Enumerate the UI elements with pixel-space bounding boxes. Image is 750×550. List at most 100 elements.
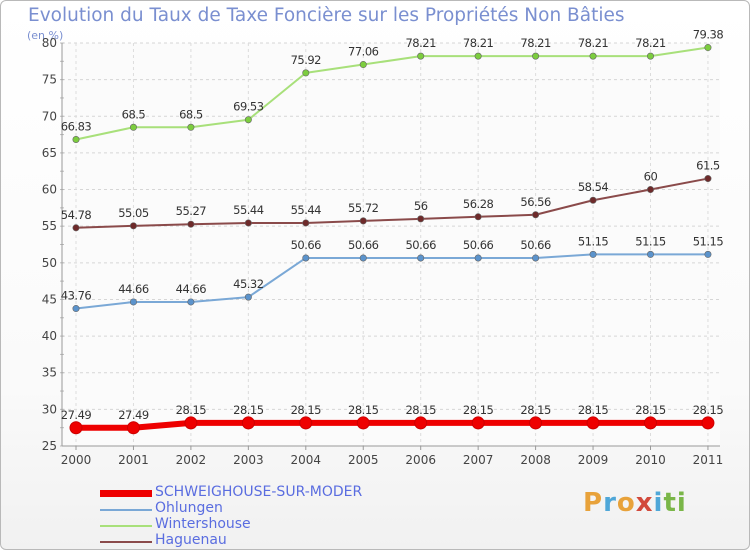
data-point-ohlungen <box>244 293 252 301</box>
data-label-wintershouse: 78.21 <box>405 36 436 50</box>
data-point-wintershouse <box>129 123 137 131</box>
data-label-wintershouse: 68.5 <box>179 107 203 121</box>
data-label-haguenau: 56 <box>414 199 428 213</box>
data-label-ohlungen: 43.76 <box>61 289 92 303</box>
data-label-ohlungen: 50.66 <box>405 238 436 252</box>
data-label-wintershouse: 78.21 <box>635 36 666 50</box>
data-point-schweighouse-sur-moder <box>126 421 140 435</box>
data-point-wintershouse <box>532 52 540 60</box>
data-point-ohlungen <box>589 250 597 258</box>
data-point-haguenau <box>704 175 712 183</box>
data-label-ohlungen: 50.66 <box>348 238 379 252</box>
data-point-wintershouse <box>302 69 310 77</box>
data-point-wintershouse <box>704 44 712 52</box>
data-point-schweighouse-sur-moder <box>299 416 313 430</box>
y-tick-label: 45 <box>42 292 57 306</box>
data-label-ohlungen: 44.66 <box>176 282 207 296</box>
data-label-haguenau: 54.78 <box>61 208 92 222</box>
data-point-haguenau <box>474 213 482 221</box>
y-tick-label: 75 <box>42 73 57 87</box>
data-point-schweighouse-sur-moder <box>184 416 198 430</box>
data-point-ohlungen <box>646 250 654 258</box>
logo-letter: P <box>583 488 604 518</box>
data-label-haguenau: 56.28 <box>463 197 494 211</box>
data-label-schweighouse-sur-moder: 28.15 <box>635 403 666 417</box>
data-point-wintershouse <box>72 136 80 144</box>
x-tick-label: 2011 <box>693 453 724 467</box>
data-label-schweighouse-sur-moder: 28.15 <box>693 403 724 417</box>
data-point-schweighouse-sur-moder <box>414 416 428 430</box>
series-line-schweighouse-sur-moder <box>76 419 708 431</box>
legend-swatch <box>100 490 152 497</box>
legend-label: Haguenau <box>155 532 227 548</box>
data-label-schweighouse-sur-moder: 28.15 <box>405 403 436 417</box>
legend-swatch <box>100 525 152 527</box>
data-label-schweighouse-sur-moder: 28.15 <box>463 403 494 417</box>
data-label-haguenau: 55.27 <box>176 204 207 218</box>
legend-label: Wintershouse <box>155 516 251 532</box>
data-point-haguenau <box>244 219 252 227</box>
data-point-ohlungen <box>302 254 310 262</box>
data-point-haguenau <box>589 196 597 204</box>
data-point-schweighouse-sur-moder <box>356 416 370 430</box>
x-tick-label: 2010 <box>635 453 666 467</box>
data-label-schweighouse-sur-moder: 28.15 <box>578 403 609 417</box>
data-point-haguenau <box>129 222 137 230</box>
data-label-wintershouse: 78.21 <box>578 36 609 50</box>
legend-item-schweighouse-sur-moder: SCHWEIGHOUSE-SUR-MODER <box>100 484 420 501</box>
proxiti-logo: Proxiti <box>583 488 687 518</box>
x-tick-label: 2001 <box>118 453 149 467</box>
data-point-ohlungen <box>72 305 80 313</box>
data-point-haguenau <box>359 217 367 225</box>
data-label-ohlungen: 44.66 <box>118 282 149 296</box>
data-label-haguenau: 60 <box>644 170 658 184</box>
data-point-schweighouse-sur-moder <box>644 416 657 430</box>
line-chart: 25 30 35 40 45 50 55 60 65 70 75 80 2000 2001 2002 2003… <box>42 28 724 467</box>
data-label-wintershouse: 77.06 <box>348 45 379 59</box>
data-label-schweighouse-sur-moder: 27.49 <box>61 408 92 422</box>
legend-label: SCHWEIGHOUSE-SUR-MODER <box>155 484 363 500</box>
x-tick-label: 2006 <box>405 453 436 467</box>
data-point-ohlungen <box>532 254 540 262</box>
y-tick-label: 40 <box>42 329 57 343</box>
data-point-wintershouse <box>244 116 252 124</box>
data-label-wintershouse: 68.5 <box>122 107 146 121</box>
data-point-haguenau <box>532 211 540 219</box>
data-label-ohlungen: 45.32 <box>233 277 264 291</box>
y-tick-label: 80 <box>42 36 57 50</box>
data-label-schweighouse-sur-moder: 28.15 <box>520 403 551 417</box>
chart-legend: SCHWEIGHOUSE-SUR-MODER Ohlungen Wintershou… <box>100 484 420 549</box>
data-point-ohlungen <box>359 254 367 262</box>
data-point-wintershouse <box>589 52 597 60</box>
y-tick-label: 30 <box>42 402 57 416</box>
data-label-wintershouse: 78.21 <box>520 36 551 50</box>
data-label-haguenau: 58.54 <box>578 180 609 194</box>
data-label-wintershouse: 75.92 <box>291 53 322 67</box>
data-label-wintershouse: 66.83 <box>61 120 92 134</box>
y-tick-label: 50 <box>42 256 57 270</box>
data-point-haguenau <box>72 224 80 232</box>
data-label-haguenau: 55.44 <box>291 203 322 217</box>
data-point-schweighouse-sur-moder <box>529 416 543 430</box>
chart-title: Evolution du Taux de Taxe Foncière sur l… <box>28 5 625 26</box>
data-label-wintershouse: 69.53 <box>233 100 264 114</box>
data-label-ohlungen: 50.66 <box>463 238 494 252</box>
logo-letter: i <box>676 488 687 518</box>
plot-area <box>62 43 720 446</box>
x-tick-label: 2005 <box>348 453 379 467</box>
x-tick-label: 2000 <box>61 453 92 467</box>
data-point-ohlungen <box>417 254 425 262</box>
y-tick-label: 35 <box>42 366 57 380</box>
data-label-ohlungen: 51.15 <box>578 234 609 248</box>
data-label-ohlungen: 50.66 <box>291 238 322 252</box>
data-label-wintershouse: 79.38 <box>693 28 724 42</box>
logo-letter: r <box>603 488 617 518</box>
y-tick-label: 70 <box>42 109 57 123</box>
x-tick-label: 2009 <box>578 453 609 467</box>
data-label-haguenau: 56.56 <box>520 195 551 209</box>
logo-letter: i <box>653 488 664 518</box>
logo-letter: x <box>635 488 654 518</box>
data-label-schweighouse-sur-moder: 28.15 <box>291 403 322 417</box>
y-tick-label: 60 <box>42 183 57 197</box>
data-point-wintershouse <box>359 61 367 69</box>
